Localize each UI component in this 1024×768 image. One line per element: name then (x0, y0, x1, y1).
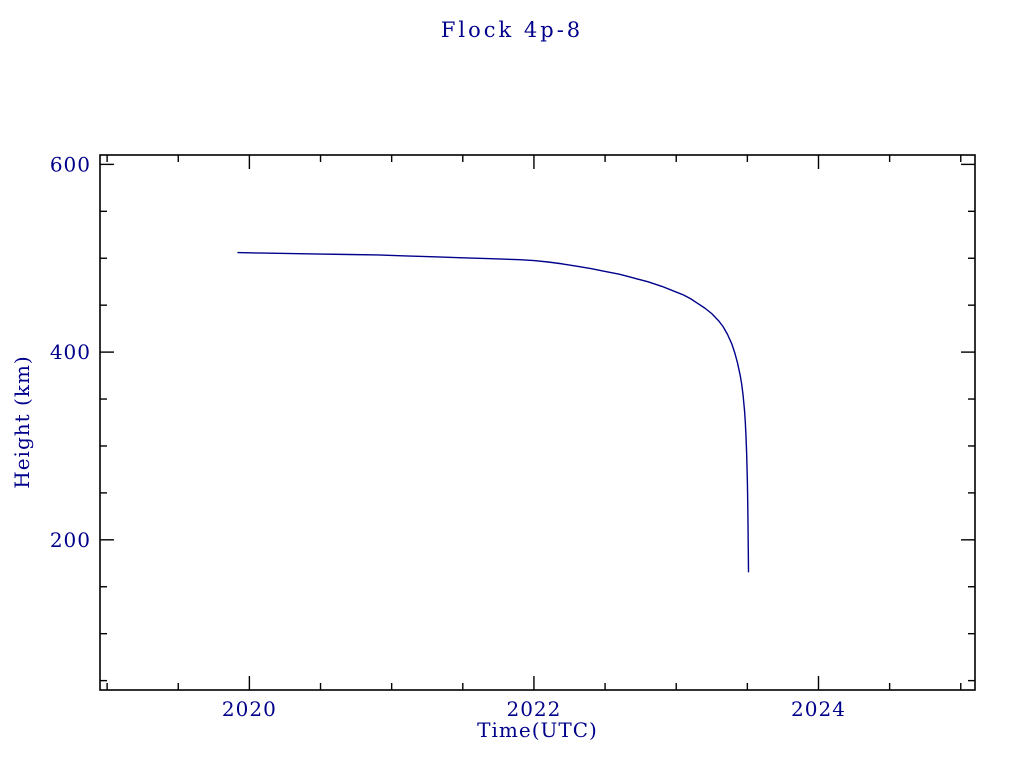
y-tick-label: 600 (50, 152, 91, 176)
x-axis-label: Time(UTC) (477, 718, 598, 742)
chart-title: Flock 4p-8 (440, 18, 584, 42)
decay-curve (237, 251, 750, 573)
x-tick-label: 2024 (791, 697, 846, 721)
y-tick-label: 200 (50, 528, 91, 552)
y-tick-label: 400 (50, 340, 91, 364)
plot-frame (99, 154, 976, 691)
x-tick-label: 2020 (222, 697, 277, 721)
x-tick-label: 2022 (506, 697, 561, 721)
